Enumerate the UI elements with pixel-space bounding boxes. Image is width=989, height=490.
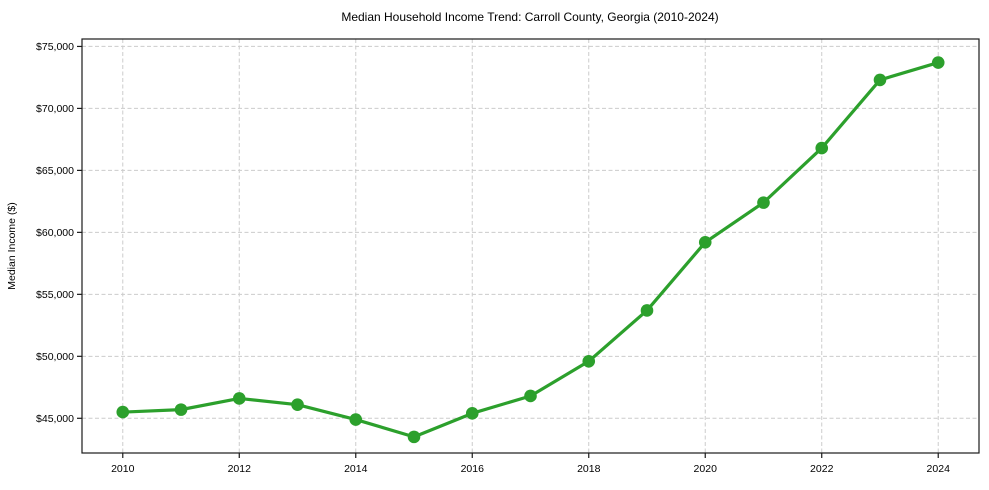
data-point-marker [815, 141, 829, 155]
y-axis-label: Median Income ($) [6, 202, 18, 290]
data-point-marker [931, 56, 945, 69]
y-tick-label: $55,000 [36, 289, 74, 301]
data-point-marker [582, 354, 596, 368]
data-point-marker [640, 304, 654, 317]
chart-title: Median Household Income Trend: Carroll C… [341, 10, 718, 24]
data-point-marker [465, 407, 479, 420]
y-tick-label: $65,000 [36, 165, 74, 177]
plot-area: $45,000 $50,000 $55,000 $60,000 $65,000 $70,0… [36, 38, 980, 475]
y-tick-label: $60,000 [36, 227, 74, 239]
y-tick-label: $70,000 [36, 103, 74, 115]
x-tick-label: 2010 [111, 463, 135, 475]
x-tick-label: 2016 [461, 463, 485, 475]
data-point-marker [291, 398, 304, 411]
data-point-marker [232, 392, 246, 405]
y-tick-label: $50,000 [36, 351, 74, 363]
x-tick-label: 2022 [810, 463, 834, 475]
data-point-marker [873, 73, 887, 87]
data-point-marker [757, 196, 770, 209]
y-tick-label: $45,000 [36, 413, 74, 425]
x-tick-label: 2024 [927, 463, 951, 475]
trend-line [121, 60, 940, 439]
data-point-marker [174, 403, 188, 416]
plot-border [81, 38, 980, 454]
data-point-marker [524, 389, 537, 403]
data-point-marker [407, 430, 421, 444]
y-tick-label: $75,000 [36, 41, 74, 53]
x-tick-label: 2020 [694, 463, 718, 475]
x-tick-label: 2018 [577, 463, 601, 475]
data-point-marker [116, 405, 130, 419]
x-tick-label: 2012 [228, 463, 252, 475]
x-tick-label: 2014 [344, 463, 368, 475]
data-point-marker [698, 235, 712, 249]
data-point-marker [349, 413, 363, 426]
